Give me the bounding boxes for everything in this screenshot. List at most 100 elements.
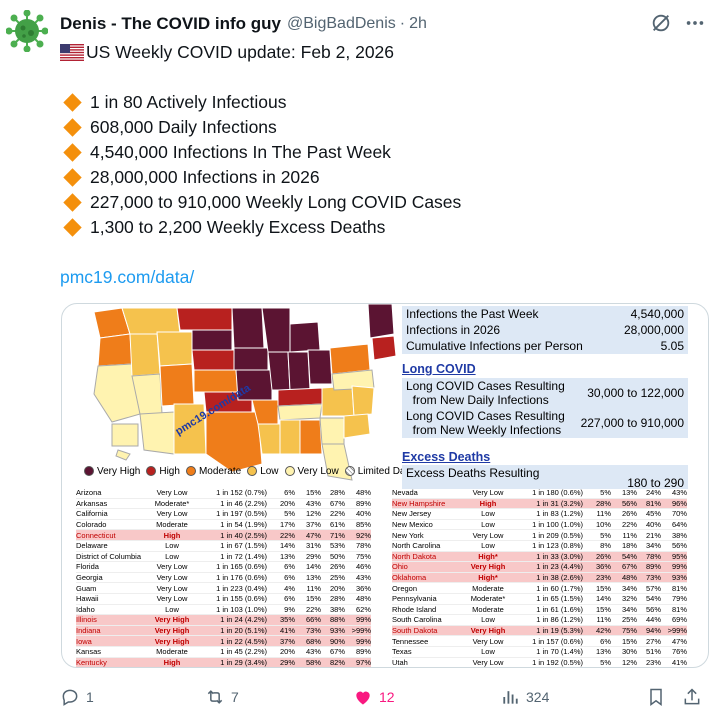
excess-deaths-row: Excess Deaths Resulting 180 to 290 (402, 465, 688, 490)
infection-ratio: 1 in 38 (2.6%) (536, 573, 583, 583)
infection-ratio: 1 in 65 (1.5%) (536, 594, 583, 604)
risk-pct: 23% (595, 573, 611, 583)
table-row: New Jersey Low 1 in 83 (1.2%) 11% 26% 45% 70% (392, 509, 687, 520)
risk-level: High* (478, 551, 498, 561)
long-covid-row: Long COVID Cases Resulting from New Week… (402, 408, 688, 438)
infection-ratio: 1 in 86 (1.2%) (536, 615, 583, 625)
state-name: North Dakota (392, 551, 437, 561)
table-row: California Very Low 1 in 197 (0.5%) 5% 12% 22… (76, 509, 371, 520)
risk-pct: 5% (284, 509, 295, 519)
risk-pct: 11% (596, 509, 611, 519)
risk-level: Low (481, 509, 495, 519)
risk-pct: 54% (621, 551, 637, 561)
risk-pct: 64% (671, 520, 687, 530)
risk-level: Low (165, 604, 179, 614)
data-link[interactable]: pmc19.com/data/ (60, 267, 195, 287)
risk-pct: 43% (355, 573, 371, 583)
risk-pct: 67% (621, 562, 637, 572)
grok-icon[interactable] (650, 12, 672, 34)
risk-pct: 11% (622, 530, 637, 540)
risk-level: Very Low (156, 509, 188, 519)
risk-level: Very Low (156, 583, 188, 593)
infection-ratio: 1 in 67 (1.5%) (220, 541, 267, 551)
infection-ratio: 1 in 31 (3.2%) (536, 498, 583, 508)
stat-row: Infections in 2026 28,000,000 (402, 322, 688, 338)
risk-pct: 15% (595, 583, 611, 593)
risk-level: Moderate (472, 583, 504, 593)
avatar[interactable] (5, 9, 49, 53)
risk-pct: 43% (305, 647, 321, 657)
infection-ratio: 1 in 61 (1.6%) (536, 604, 583, 614)
risk-pct: 15% (305, 594, 321, 604)
author-handle[interactable]: @BigBadDenis (287, 15, 396, 32)
long-covid-row: Long COVID Cases Resulting from New Dail… (402, 378, 688, 408)
table-row: Connecticut High 1 in 40 (2.5%) 22% 47% 71% 92… (76, 530, 371, 541)
risk-pct: 93% (329, 626, 345, 636)
table-row: Guam Very Low 1 in 223 (0.4%) 4% 11% 20% 36% (76, 583, 371, 594)
risk-pct: 67% (329, 498, 345, 508)
infection-ratio: 1 in 100 (1.0%) (532, 520, 583, 530)
state-name: New Mexico (392, 520, 433, 530)
risk-pct: 70% (671, 509, 687, 519)
risk-pct: 34% (621, 604, 637, 614)
risk-pct: 93% (671, 573, 687, 583)
media-image[interactable]: pmc19.com/data Very High High Moderate L… (61, 303, 709, 668)
risk-pct: 20% (279, 498, 295, 508)
table-row: Florida Very Low 1 in 165 (0.6%) 6% 14% 26% 46… (76, 562, 371, 573)
risk-pct: 34% (645, 541, 661, 551)
state-name: Indiana (76, 626, 101, 636)
risk-pct: 18% (621, 541, 637, 551)
risk-level: Moderate* (470, 594, 506, 604)
table-row: Nevada Very Low 1 in 180 (0.6%) 5% 13% 24% 43% (392, 488, 687, 499)
infection-ratio: 1 in 180 (0.6%) (532, 488, 583, 498)
reply-button[interactable]: 1 (60, 682, 94, 712)
risk-pct: 48% (355, 488, 371, 498)
bookmark-button[interactable] (646, 682, 672, 712)
infection-ratio: 1 in 46 (2.2%) (220, 498, 267, 508)
author-name[interactable]: Denis - The COVID info guy (60, 14, 282, 33)
bullet-text: 1 in 80 Actively Infectious (90, 92, 287, 112)
table-row: Iowa Very High 1 in 22 (4.5%) 37% 68% 90% 99% (76, 636, 371, 647)
risk-pct: 73% (305, 626, 321, 636)
legend-very-low: Very Low (284, 466, 339, 477)
risk-level: Very Low (472, 488, 504, 498)
timestamp[interactable]: 2h (409, 15, 427, 32)
repost-button[interactable]: 7 (205, 682, 239, 712)
legend-low: Low (247, 466, 279, 477)
risk-pct: 15% (305, 488, 321, 498)
risk-pct: 22% (329, 509, 345, 519)
table-row: Delaware Low 1 in 67 (1.5%) 14% 31% 53% 78% (76, 541, 371, 552)
like-button[interactable]: 12 (353, 682, 395, 712)
table-row: Hawaii Very Low 1 in 155 (0.6%) 6% 15% 28% 48% (76, 594, 371, 605)
risk-pct: 12% (305, 509, 321, 519)
risk-pct: 6% (600, 636, 611, 646)
risk-pct: 50% (329, 551, 345, 561)
share-button[interactable] (682, 682, 708, 712)
risk-pct: 13% (595, 647, 611, 657)
infection-ratio: 1 in 22 (4.5%) (220, 636, 267, 646)
risk-pct: 28% (329, 594, 345, 604)
risk-pct: 89% (355, 647, 371, 657)
state-name: Texas (392, 647, 412, 657)
repost-count: 7 (231, 689, 239, 705)
state-table-right: Nevada Very Low 1 in 180 (0.6%) 5% 13% 24% 43%… (392, 488, 687, 667)
views-button[interactable]: 324 (500, 682, 549, 712)
state-name: District of Columbia (76, 551, 142, 561)
us-covid-map: pmc19.com/data (82, 304, 402, 484)
risk-level: High (163, 657, 181, 667)
risk-level: Low (481, 615, 495, 625)
risk-level: Very High (470, 562, 506, 572)
infection-ratio: 1 in 155 (0.6%) (216, 594, 267, 604)
orange-diamond-icon (63, 118, 82, 137)
orange-diamond-icon (63, 168, 82, 187)
risk-pct: 24% (645, 488, 661, 498)
risk-pct: 94% (645, 626, 661, 636)
excess-deaths-heading: Excess Deaths (402, 450, 491, 464)
risk-pct: 56% (621, 498, 637, 508)
risk-pct: 11% (306, 583, 321, 593)
more-icon[interactable] (684, 12, 706, 34)
reply-count: 1 (86, 689, 94, 705)
orange-diamond-icon (63, 193, 82, 212)
risk-pct: 99% (671, 562, 687, 572)
risk-pct: 26% (595, 551, 611, 561)
